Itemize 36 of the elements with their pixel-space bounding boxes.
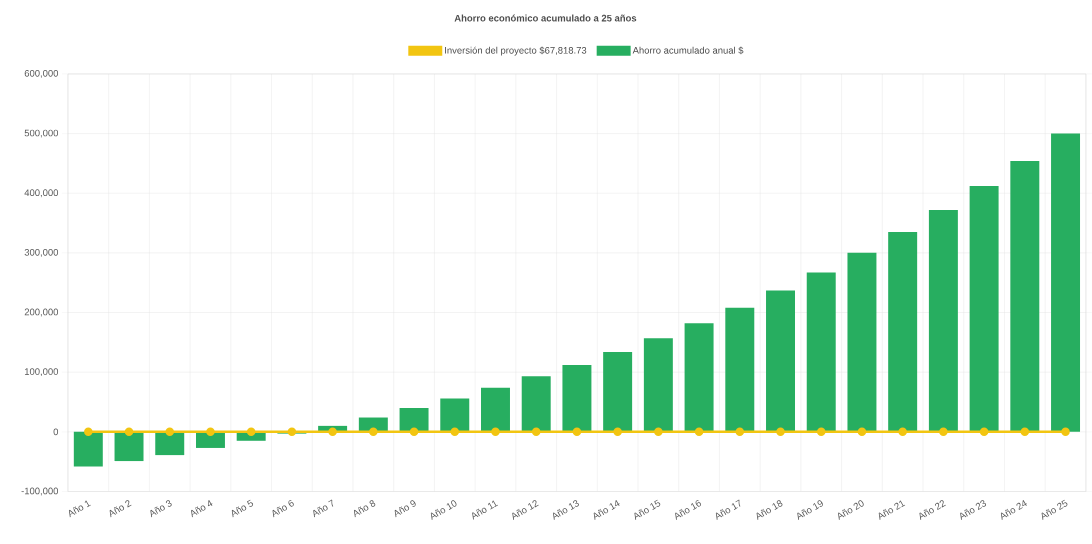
x-tick-label: Año 8 [353,500,376,518]
x-tick-label: Año 14 [593,499,620,520]
x-tick-label: Año 13 [552,500,579,520]
y-tick-label: 0 [53,428,59,435]
x-tick-label: Año 5 [231,499,254,518]
legend-label: Inversión del proyecto $67,818.73 [445,46,587,56]
x-tick-label: Año 22 [919,500,946,520]
x-tick-label: Año 6 [272,499,294,518]
x-tick-label: Año 25 [1041,499,1068,520]
legend-label: Ahorro acumulado anual $ [632,46,744,55]
x-tick-label: Año 15 [634,499,661,520]
x-tick-label: Año 3 [150,500,172,518]
y-tick-label: -100,000 [21,487,59,496]
y-tick-label: 600,000 [24,69,59,78]
y-tick-label: 400,000 [24,189,59,197]
x-tick-label: Año 10 [430,500,457,520]
y-tick-label: 200,000 [24,308,59,317]
x-tick-label: Año 7 [313,499,334,518]
x-tick-label: Año 17 [715,499,741,520]
x-tick-label: Año 24 [1000,499,1027,520]
x-tick-label: Año 12 [512,500,539,520]
x-tick-label: Año 19 [797,500,823,520]
x-tick-label: Año 9 [394,500,416,518]
x-tick-label: Año 11 [472,500,499,520]
x-tick-label: Año 18 [756,500,783,520]
x-tick-label: Año 21 [878,500,906,520]
x-tick-label: Año 2 [109,500,132,518]
x-tick-label: Año 20 [838,500,864,520]
y-tick-label: 300,000 [24,248,59,257]
y-tick-label: 500,000 [24,129,59,138]
x-tick-label: Año 1 [68,500,91,518]
y-tick-label: 100,000 [24,368,59,376]
x-tick-label: Año 23 [960,500,987,520]
x-tick-label: Año 16 [675,499,701,520]
x-tick-label: Año 4 [191,499,213,518]
chart-title: Ahorro económico acumulado a 25 años [454,14,637,22]
